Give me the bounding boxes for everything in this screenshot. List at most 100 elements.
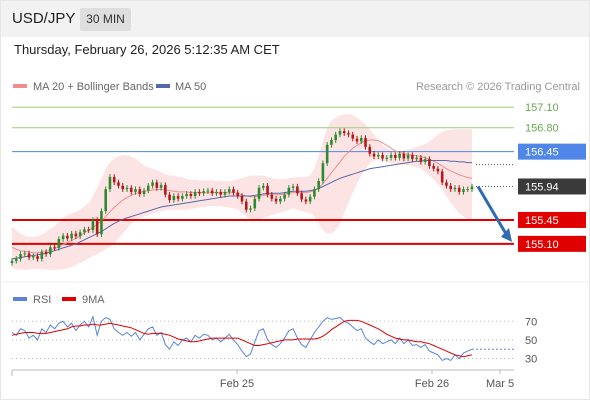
x-tick-label-1: Feb 26 [415, 378, 449, 390]
candle-57 [253, 198, 257, 209]
candle-39 [176, 196, 180, 199]
level-label-2: 156.45 [525, 147, 559, 159]
candle-32 [146, 185, 150, 191]
candle-45 [202, 191, 205, 194]
candle-98 [428, 159, 431, 166]
candle-29 [134, 189, 137, 192]
forecast-arrow-shaft [476, 185, 508, 235]
candle-65 [287, 187, 291, 195]
candle-54 [240, 196, 244, 202]
candle-41 [185, 193, 188, 197]
candle-60 [266, 185, 269, 195]
candle-38 [172, 196, 176, 201]
candle-4 [27, 253, 31, 258]
legend-swatch-rsi [13, 297, 27, 301]
legend-label-rsi: RSI [33, 294, 51, 306]
level-label-4: 155.45 [525, 215, 559, 227]
candle-36 [164, 185, 167, 195]
candle-34 [155, 182, 159, 188]
candle-14 [70, 233, 73, 239]
legend-label-rsi-ma: 9MA [82, 294, 105, 306]
symbol-label: USD/JPY [12, 10, 76, 27]
candle-73 [321, 163, 325, 182]
x-tick-label-2: Mar 5 [486, 378, 514, 390]
level-tag-2 [518, 143, 586, 160]
candle-19 [91, 219, 95, 231]
candle-97 [423, 159, 427, 162]
level-tag-4 [518, 211, 586, 228]
candle-56 [249, 208, 252, 210]
rsi-level-label-70: 70 [525, 316, 537, 328]
legend-label-bb: MA 20 + Bollinger Bands [33, 81, 154, 93]
current-price-label: 155.94 [525, 181, 559, 193]
candle-37 [168, 194, 171, 201]
rsi-level-label-50: 50 [525, 335, 537, 347]
candle-71 [313, 189, 316, 197]
candle-43 [193, 191, 197, 197]
candle-51 [227, 189, 231, 192]
candle-15 [74, 233, 78, 237]
candle-3 [23, 253, 27, 255]
candle-48 [215, 191, 218, 194]
candle-80 [351, 134, 355, 139]
candle-21 [100, 211, 103, 235]
candle-105 [457, 187, 461, 192]
chart-header: USD/JPY 30 MIN [1, 1, 589, 37]
level-tag-5 [518, 235, 586, 252]
candle-74 [325, 144, 329, 164]
candle-75 [330, 140, 333, 145]
candle-58 [257, 187, 261, 199]
candle-44 [198, 191, 201, 194]
candle-5 [31, 256, 35, 258]
candle-63 [279, 198, 282, 202]
candle-10 [53, 247, 56, 249]
candle-35 [159, 185, 163, 188]
candle-86 [376, 155, 380, 157]
candle-81 [355, 138, 359, 142]
candle-47 [210, 190, 214, 194]
legend-swatch-rsi-ma [62, 297, 76, 301]
candle-40 [181, 196, 184, 199]
current-price-tag [518, 178, 586, 195]
candle-31 [142, 190, 146, 194]
candle-85 [372, 153, 376, 157]
rsi-ma-line [11, 319, 473, 358]
forecast-arrow-head [501, 227, 512, 242]
candle-12 [61, 235, 65, 240]
x-tick-label-0: Feb 25 [220, 378, 254, 390]
candle-103 [449, 185, 453, 190]
rsi-level-label-30: 30 [525, 354, 537, 366]
candle-76 [334, 134, 338, 141]
candle-62 [274, 198, 278, 202]
candle-8 [44, 252, 48, 255]
candle-22 [104, 189, 108, 212]
candle-9 [49, 247, 52, 255]
level-label-0: 157.10 [525, 102, 559, 114]
datetime-label: Thursday, February 26, 2026 5:12:35 AM C… [14, 42, 280, 57]
candle-99 [432, 165, 435, 169]
candle-66 [291, 186, 295, 188]
candle-59 [261, 185, 265, 188]
candle-2 [19, 254, 22, 259]
candle-64 [283, 194, 286, 199]
candle-94 [411, 155, 414, 160]
credit-label: Research © 2026 Trading Central [416, 81, 580, 93]
candle-77 [338, 131, 342, 135]
candle-106 [462, 189, 465, 192]
candle-95 [415, 157, 418, 160]
candle-27 [125, 187, 129, 190]
candle-42 [189, 193, 193, 197]
candle-104 [453, 187, 457, 190]
candle-67 [296, 186, 299, 194]
candle-78 [342, 131, 346, 134]
candle-46 [206, 190, 210, 192]
candle-0 [10, 260, 14, 263]
candle-82 [359, 137, 363, 142]
candle-30 [138, 189, 142, 194]
candle-52 [232, 189, 235, 193]
candle-49 [219, 191, 223, 195]
candle-61 [270, 194, 274, 199]
timeframe-button[interactable]: 30 MIN [80, 8, 131, 31]
level-label-1: 156.80 [525, 123, 559, 135]
